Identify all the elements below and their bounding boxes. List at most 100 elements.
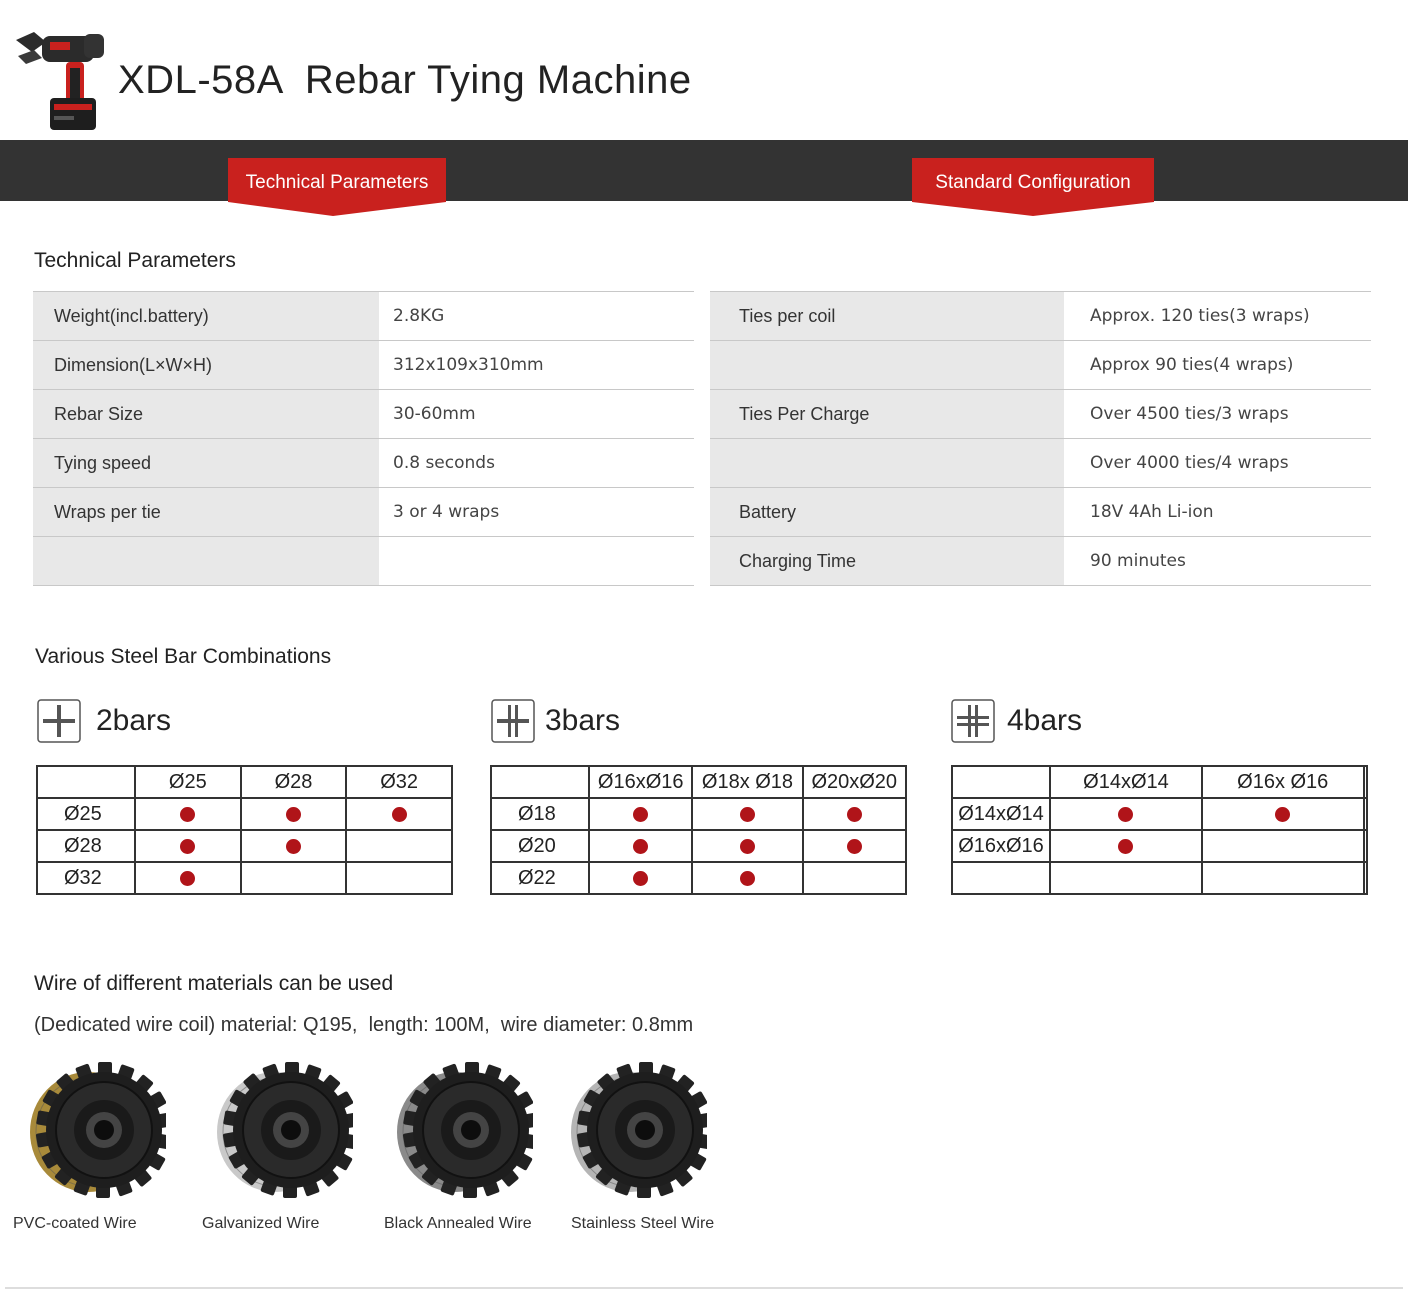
param-value: 3 or 4 wraps [379, 487, 694, 537]
tech-params-table-right: Ties per coil Approx. 120 ties(3 wraps) Ap… [710, 291, 1371, 586]
combo-row: Ø28 [36, 829, 453, 863]
combo-cell [801, 829, 907, 863]
combo-cell [1200, 829, 1365, 863]
param-value: Over 4000 ties/4 wraps [1064, 438, 1371, 488]
combo-col-header: Ø16xØ16 [587, 765, 694, 799]
combo-cell [1049, 797, 1203, 831]
tab-shape [228, 158, 446, 216]
four-bars-cross-icon [951, 699, 995, 743]
combo-cell [134, 829, 242, 863]
three-bars-table: Ø16xØ16 Ø18x Ø18 Ø20xØ20 Ø18 Ø20 Ø22 [490, 765, 907, 895]
four-bars-table: Ø14xØ14 Ø16x Ø16 Ø14xØ14 Ø16xØ16 [951, 765, 1369, 895]
three-bars-title: 3bars [545, 704, 621, 737]
param-row: Weight(incl.battery) 2.8KG [33, 291, 694, 341]
combo-cell [801, 861, 907, 895]
param-value: 90 minutes [1064, 536, 1371, 586]
compatible-dot-icon [285, 806, 301, 822]
tab-bar [0, 140, 1408, 201]
param-value [379, 536, 694, 586]
compatible-dot-icon [633, 870, 649, 886]
combo-cell [587, 829, 694, 863]
combo-cell [1200, 797, 1365, 831]
compatible-dot-icon [180, 838, 196, 854]
param-value: Approx. 120 ties(3 wraps) [1064, 291, 1371, 341]
combo-cell [345, 797, 453, 831]
param-row: Approx 90 ties(4 wraps) [710, 340, 1371, 390]
two-bars-table: Ø25 Ø28 Ø32 Ø25 Ø28 Ø32 [36, 765, 453, 895]
param-value: 2.8KG [379, 291, 694, 341]
param-key [710, 340, 1064, 390]
combo-row: Ø22 [490, 861, 907, 895]
combo-row-header: Ø16xØ16 [951, 829, 1051, 863]
combo-cell [345, 829, 453, 863]
compatible-dot-icon [391, 806, 407, 822]
tech-params-heading: Technical Parameters [34, 249, 236, 272]
combo-row: Ø20 [490, 829, 907, 863]
combo-col-header: Ø18x Ø18 [691, 765, 804, 799]
combo-row-header: Ø22 [490, 861, 590, 895]
param-key: Charging Time [710, 536, 1064, 586]
param-key: Wraps per tie [33, 487, 379, 537]
combo-row: Ø14xØ14 [951, 797, 1369, 831]
tab-technical-parameters[interactable]: Technical Parameters [228, 158, 446, 216]
combo-row-header: Ø20 [490, 829, 590, 863]
combo-col-header: Ø32 [345, 765, 453, 799]
wire-coil-icon [571, 1062, 707, 1198]
combo-col-header: Ø28 [239, 765, 348, 799]
param-value: 312x109x310mm [379, 340, 694, 390]
compatible-dot-icon [633, 838, 649, 854]
param-row: Wraps per tie 3 or 4 wraps [33, 487, 694, 537]
param-row: Charging Time 90 minutes [710, 536, 1371, 586]
combo-row-header: Ø14xØ14 [951, 797, 1051, 831]
tab-standard-configuration[interactable]: Standard Configuration [912, 158, 1154, 216]
combo-cell [1049, 829, 1203, 863]
combo-cell [1362, 797, 1369, 831]
param-row: Tying speed 0.8 seconds [33, 438, 694, 488]
combo-cell [1362, 829, 1369, 863]
combo-cell [239, 797, 348, 831]
bottom-divider [5, 1287, 1403, 1289]
compatible-dot-icon [739, 870, 755, 886]
compatible-dot-icon [285, 838, 301, 854]
combo-col-header: Ø16x Ø16 [1200, 765, 1365, 799]
combo-cell [1049, 861, 1203, 895]
param-key: Ties Per Charge [710, 389, 1064, 439]
compatible-dot-icon [633, 806, 649, 822]
combo-col-header: Ø14xØ14 [1049, 765, 1203, 799]
compatible-dot-icon [180, 870, 196, 886]
param-key: Dimension(L×W×H) [33, 340, 379, 390]
wire-coil-icon [30, 1062, 166, 1198]
tech-params-table-left: Weight(incl.battery) 2.8KG Dimension(L×W×H… [33, 291, 694, 586]
combo-corner-cell [951, 765, 1051, 799]
compatible-dot-icon [739, 806, 755, 822]
param-key: Tying speed [33, 438, 379, 488]
combo-row [951, 861, 1369, 895]
combo-header-row: Ø16xØ16 Ø18x Ø18 Ø20xØ20 [490, 765, 907, 799]
param-key: Rebar Size [33, 389, 379, 439]
param-value: Approx 90 ties(4 wraps) [1064, 340, 1371, 390]
wire-caption: Stainless Steel Wire [571, 1215, 715, 1232]
combo-corner-cell [36, 765, 136, 799]
combo-col-header: Ø20xØ20 [801, 765, 907, 799]
param-key [710, 438, 1064, 488]
combo-col-header [1362, 765, 1369, 799]
compatible-dot-icon [739, 838, 755, 854]
wire-spec: (Dedicated wire coil) material: Q195, le… [34, 1014, 694, 1036]
combo-header-row: Ø25 Ø28 Ø32 [36, 765, 453, 799]
combo-cell [587, 797, 694, 831]
compatible-dot-icon [1118, 806, 1134, 822]
combo-corner-cell [490, 765, 590, 799]
combo-cell [134, 861, 242, 895]
param-value: 18V 4Ah Li-ion [1064, 487, 1371, 537]
param-value: Over 4500 ties/3 wraps [1064, 389, 1371, 439]
param-key: Battery [710, 487, 1064, 537]
four-bars-title: 4bars [1007, 704, 1083, 737]
combo-row-header: Ø28 [36, 829, 136, 863]
compatible-dot-icon [846, 838, 862, 854]
combo-col-header: Ø25 [134, 765, 242, 799]
rebar-tier-tool-icon [16, 32, 104, 130]
three-bars-cross-icon [491, 699, 535, 743]
combo-cell [801, 797, 907, 831]
tab-label: Standard Configuration [935, 172, 1131, 193]
combo-cell [587, 861, 694, 895]
